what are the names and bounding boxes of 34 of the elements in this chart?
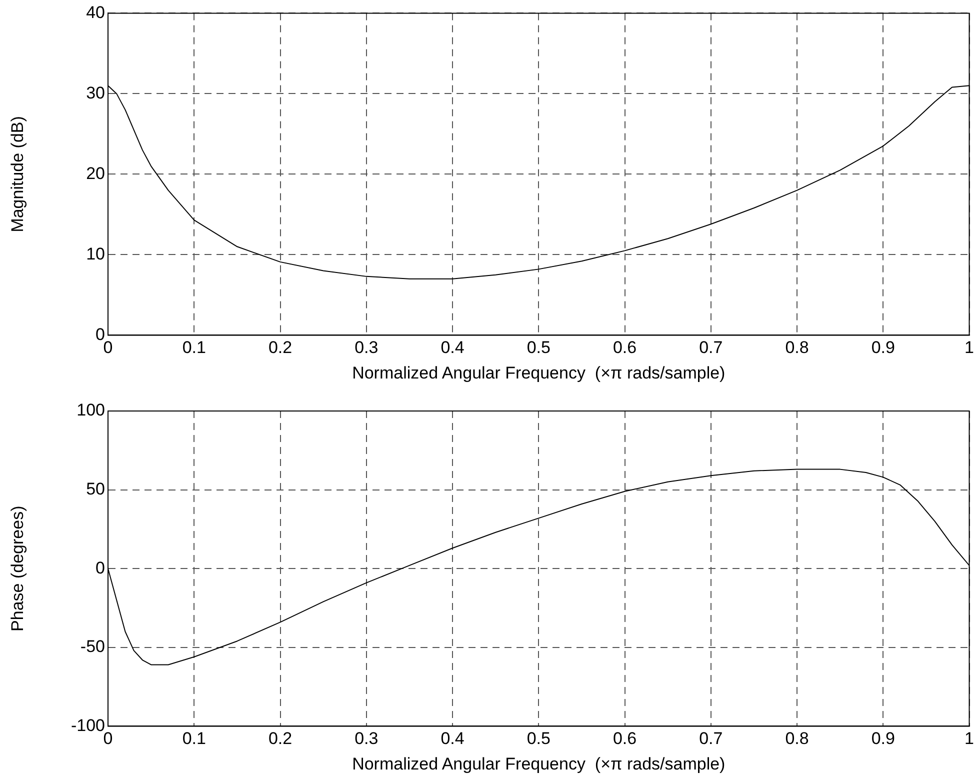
- x-tick-label: 0.6: [612, 729, 637, 748]
- x-tick-label: 0.4: [440, 338, 464, 358]
- y-tick-label: 40: [86, 2, 105, 22]
- y-tick-label: 0: [96, 324, 105, 344]
- y-tick-label: -100: [70, 716, 105, 735]
- x-tick-label: 0.2: [268, 338, 292, 358]
- y-tick-label: 100: [76, 400, 105, 420]
- x-tick-label: 0.9: [871, 338, 895, 358]
- x-tick-label: 0.3: [354, 338, 378, 358]
- y-tick-label: -50: [80, 637, 105, 656]
- x-tick-label: 0.2: [268, 729, 292, 748]
- x-tick-label: 1: [964, 338, 974, 358]
- x-axis-title: Normalized Angular Frequency (×π rads/sample): [352, 363, 726, 382]
- x-tick-label: 0.5: [526, 338, 550, 358]
- y-axis-title: Phase (degrees): [8, 506, 27, 632]
- x-tick-label: 0.1: [182, 729, 206, 748]
- x-tick-label: 0.6: [612, 338, 637, 358]
- x-tick-label: 0.8: [785, 729, 809, 748]
- y-tick-label: 30: [86, 83, 105, 102]
- x-tick-label: 0.1: [182, 338, 206, 358]
- y-tick-label: 0: [96, 558, 105, 578]
- x-tick-label: 0.3: [354, 729, 378, 748]
- x-tick-label: 0.7: [699, 338, 723, 358]
- x-axis-title: Normalized Angular Frequency (×π rads/sample): [352, 754, 726, 774]
- x-tick-label: 0.7: [699, 729, 723, 748]
- y-tick-label: 10: [86, 244, 105, 264]
- x-tick-label: 0.8: [785, 338, 809, 358]
- y-tick-label: 50: [86, 479, 105, 498]
- x-tick-label: 0.9: [871, 729, 895, 748]
- y-axis-title: Magnitude (dB): [8, 116, 27, 232]
- x-tick-label: 1: [964, 729, 974, 748]
- x-tick-label: 0.5: [526, 729, 550, 748]
- y-tick-label: 20: [86, 164, 105, 183]
- x-tick-label: 0.4: [440, 729, 464, 748]
